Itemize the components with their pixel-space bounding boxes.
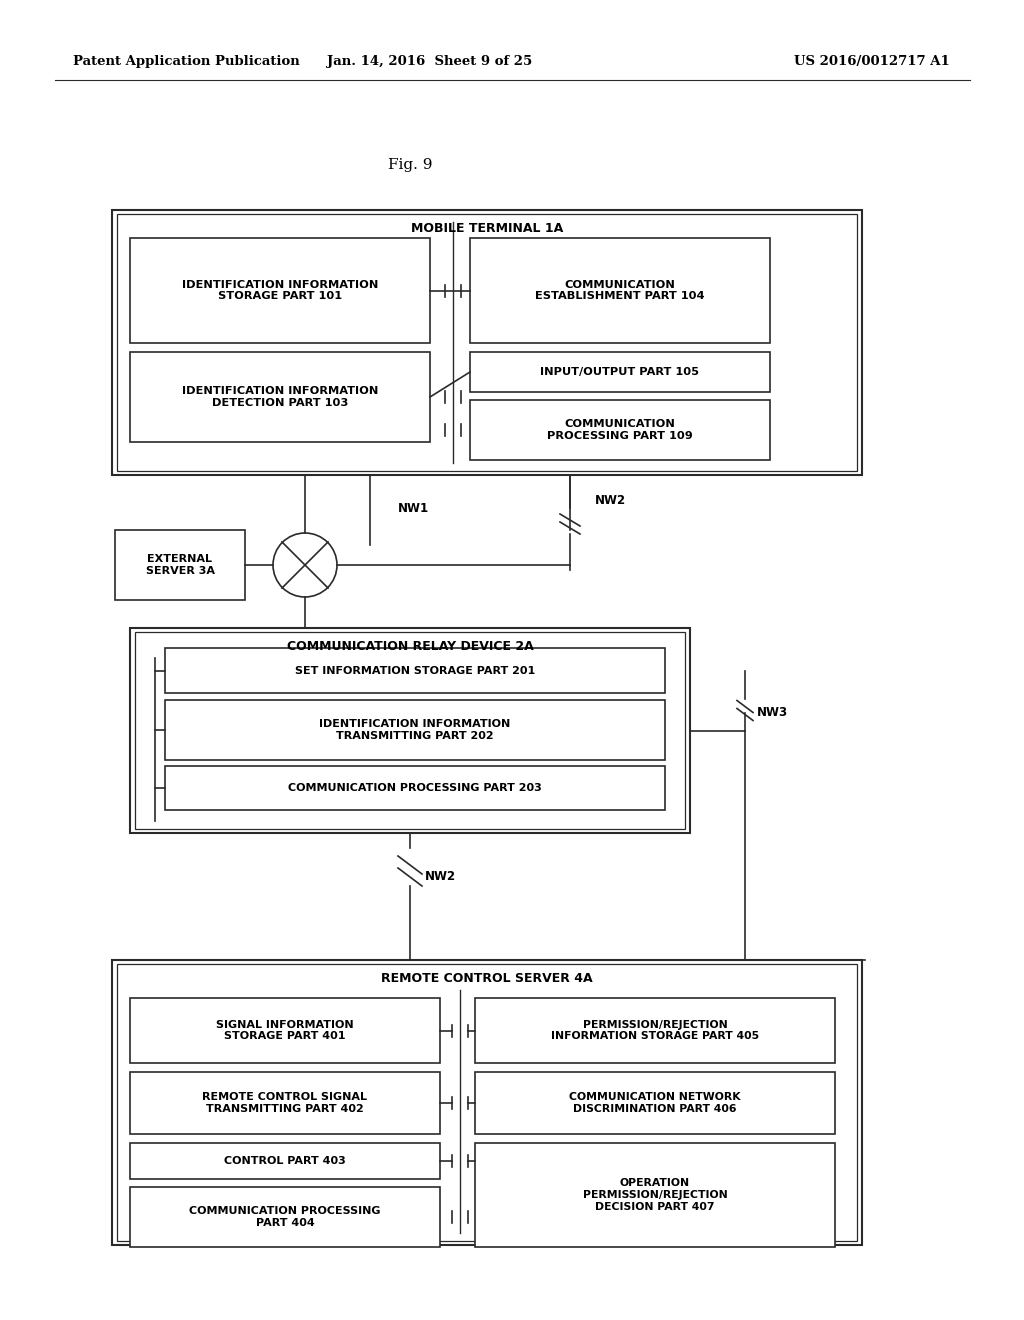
Text: COMMUNICATION NETWORK
DISCRIMINATION PART 406: COMMUNICATION NETWORK DISCRIMINATION PAR… xyxy=(569,1092,740,1114)
Text: REMOTE CONTROL SERVER 4A: REMOTE CONTROL SERVER 4A xyxy=(381,972,593,985)
Bar xyxy=(117,964,857,1241)
Bar xyxy=(470,400,770,459)
Text: Patent Application Publication: Patent Application Publication xyxy=(73,55,300,69)
Text: NW2: NW2 xyxy=(425,870,456,883)
Text: REMOTE CONTROL SIGNAL
TRANSMITTING PART 402: REMOTE CONTROL SIGNAL TRANSMITTING PART … xyxy=(203,1092,368,1114)
Text: MOBILE TERMINAL 1A: MOBILE TERMINAL 1A xyxy=(411,222,563,235)
Bar xyxy=(165,766,665,810)
Bar xyxy=(475,1072,835,1134)
Text: COMMUNICATION PROCESSING
PART 404: COMMUNICATION PROCESSING PART 404 xyxy=(189,1206,381,1228)
Text: COMMUNICATION RELAY DEVICE 2A: COMMUNICATION RELAY DEVICE 2A xyxy=(287,639,534,652)
Bar xyxy=(470,352,770,392)
Bar xyxy=(115,531,245,601)
Bar xyxy=(130,1072,440,1134)
Bar xyxy=(470,238,770,343)
Text: NW1: NW1 xyxy=(398,502,429,515)
Bar xyxy=(475,998,835,1063)
Bar xyxy=(117,214,857,471)
Bar xyxy=(130,628,690,833)
Text: IDENTIFICATION INFORMATION
TRANSMITTING PART 202: IDENTIFICATION INFORMATION TRANSMITTING … xyxy=(319,719,511,741)
Bar xyxy=(130,1187,440,1247)
Text: IDENTIFICATION INFORMATION
STORAGE PART 101: IDENTIFICATION INFORMATION STORAGE PART … xyxy=(182,280,378,301)
Bar xyxy=(130,1143,440,1179)
Text: NW2: NW2 xyxy=(595,494,626,507)
Text: OPERATION
PERMISSION/REJECTION
DECISION PART 407: OPERATION PERMISSION/REJECTION DECISION … xyxy=(583,1179,727,1212)
Text: CONTROL PART 403: CONTROL PART 403 xyxy=(224,1156,346,1166)
Text: Fig. 9: Fig. 9 xyxy=(388,158,432,172)
Text: Jan. 14, 2016  Sheet 9 of 25: Jan. 14, 2016 Sheet 9 of 25 xyxy=(328,55,532,69)
Text: COMMUNICATION PROCESSING PART 203: COMMUNICATION PROCESSING PART 203 xyxy=(288,783,542,793)
Text: SIGNAL INFORMATION
STORAGE PART 401: SIGNAL INFORMATION STORAGE PART 401 xyxy=(216,1019,354,1041)
Bar xyxy=(135,632,685,829)
Bar xyxy=(475,1143,835,1247)
Text: COMMUNICATION
ESTABLISHMENT PART 104: COMMUNICATION ESTABLISHMENT PART 104 xyxy=(536,280,705,301)
Bar xyxy=(112,960,862,1245)
Bar xyxy=(165,700,665,760)
Text: EXTERNAL
SERVER 3A: EXTERNAL SERVER 3A xyxy=(145,554,214,576)
Text: COMMUNICATION
PROCESSING PART 109: COMMUNICATION PROCESSING PART 109 xyxy=(547,420,693,441)
Text: INPUT/OUTPUT PART 105: INPUT/OUTPUT PART 105 xyxy=(541,367,699,378)
Bar xyxy=(130,998,440,1063)
Text: SET INFORMATION STORAGE PART 201: SET INFORMATION STORAGE PART 201 xyxy=(295,665,536,676)
Text: IDENTIFICATION INFORMATION
DETECTION PART 103: IDENTIFICATION INFORMATION DETECTION PAR… xyxy=(182,387,378,408)
Bar xyxy=(112,210,862,475)
Text: PERMISSION/REJECTION
INFORMATION STORAGE PART 405: PERMISSION/REJECTION INFORMATION STORAGE… xyxy=(551,1019,759,1041)
Text: NW3: NW3 xyxy=(757,706,788,719)
Bar xyxy=(130,352,430,442)
Bar xyxy=(130,238,430,343)
Text: US 2016/0012717 A1: US 2016/0012717 A1 xyxy=(795,55,950,69)
Bar xyxy=(165,648,665,693)
